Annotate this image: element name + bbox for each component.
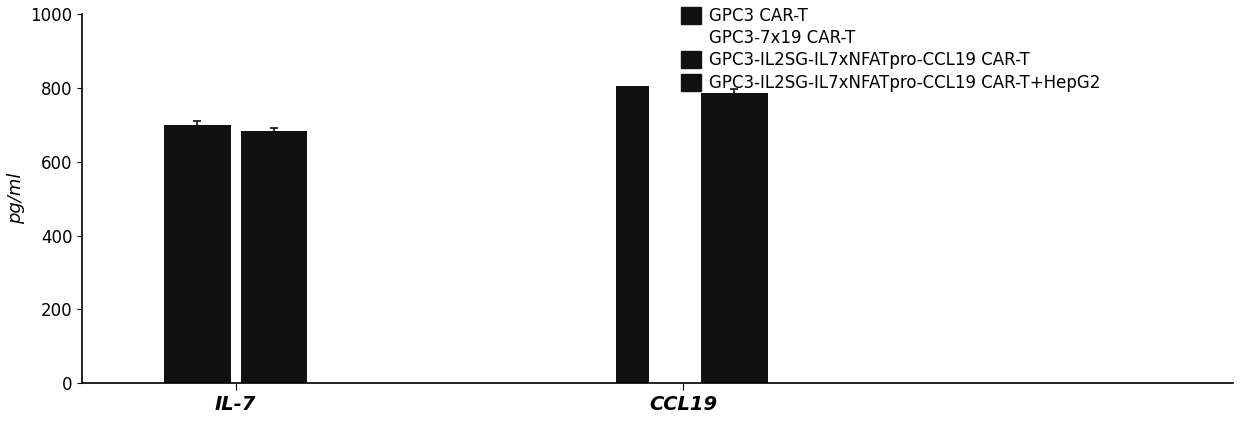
Y-axis label: pg/ml: pg/ml — [7, 173, 25, 224]
Bar — [164, 125, 231, 383]
Bar — [615, 86, 649, 383]
Bar — [701, 93, 768, 383]
Legend: GPC3 CAR-T, GPC3-7x19 CAR-T, GPC3-IL2SG-IL7xNFATpro-CCL19 CAR-T, GPC3-IL2SG-IL7x: GPC3 CAR-T, GPC3-7x19 CAR-T, GPC3-IL2SG-… — [681, 7, 1100, 92]
Bar — [241, 131, 308, 383]
